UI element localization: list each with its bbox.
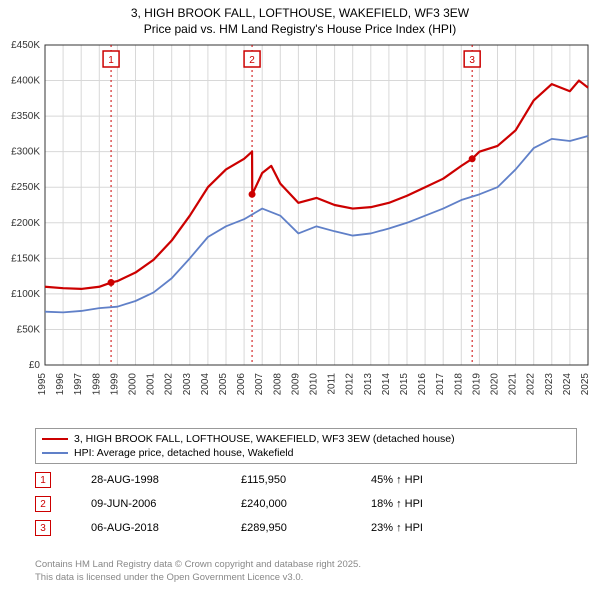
svg-text:2010: 2010 xyxy=(309,373,320,396)
sales-row-3: 3 06-AUG-2018 £289,950 23% ↑ HPI xyxy=(35,516,577,540)
svg-text:2008: 2008 xyxy=(272,373,283,396)
svg-text:2: 2 xyxy=(249,55,255,66)
svg-text:2024: 2024 xyxy=(562,373,573,396)
legend-swatch-red xyxy=(42,438,68,440)
svg-text:2004: 2004 xyxy=(200,373,211,396)
chart-container: { "title_line1": "3, HIGH BROOK FALL, LO… xyxy=(0,0,600,590)
svg-text:2000: 2000 xyxy=(128,373,139,396)
svg-text:2023: 2023 xyxy=(544,373,555,396)
marker-3-icon: 3 xyxy=(35,520,51,536)
sales-table: 1 28-AUG-1998 £115,950 45% ↑ HPI 2 09-JU… xyxy=(35,468,577,540)
svg-text:£0: £0 xyxy=(29,360,41,371)
svg-text:£50K: £50K xyxy=(17,324,41,335)
sale-1-hpi: 45% ↑ HPI xyxy=(371,474,423,486)
svg-text:2021: 2021 xyxy=(508,373,519,396)
sale-2-date: 09-JUN-2006 xyxy=(91,498,201,510)
sales-row-1: 1 28-AUG-1998 £115,950 45% ↑ HPI xyxy=(35,468,577,492)
svg-text:£250K: £250K xyxy=(11,182,40,193)
chart-title: 3, HIGH BROOK FALL, LOFTHOUSE, WAKEFIELD… xyxy=(0,0,600,37)
svg-text:2011: 2011 xyxy=(327,373,338,395)
svg-text:2019: 2019 xyxy=(471,373,482,396)
svg-text:1997: 1997 xyxy=(73,373,84,396)
svg-text:3: 3 xyxy=(469,55,475,66)
svg-text:2014: 2014 xyxy=(381,373,392,396)
sale-3-price: £289,950 xyxy=(241,522,331,534)
svg-text:2001: 2001 xyxy=(146,373,157,396)
svg-text:2009: 2009 xyxy=(290,373,301,396)
svg-text:£200K: £200K xyxy=(11,218,40,229)
svg-text:£350K: £350K xyxy=(11,111,40,122)
svg-text:£300K: £300K xyxy=(11,147,40,158)
sale-3-date: 06-AUG-2018 xyxy=(91,522,201,534)
chart-svg: £0 £50K £100K £150K £200K £250K £300K £350K £400… xyxy=(0,40,600,420)
svg-text:2016: 2016 xyxy=(417,373,428,396)
title-line-1: 3, HIGH BROOK FALL, LOFTHOUSE, WAKEFIELD… xyxy=(0,6,600,22)
svg-text:£450K: £450K xyxy=(11,40,40,51)
legend-label-2: HPI: Average price, detached house, Wake… xyxy=(74,447,293,459)
svg-text:£100K: £100K xyxy=(11,289,40,300)
sale-3-hpi: 23% ↑ HPI xyxy=(371,522,423,534)
svg-text:2012: 2012 xyxy=(345,373,356,396)
svg-text:2022: 2022 xyxy=(526,373,537,396)
footer-line-2: This data is licensed under the Open Gov… xyxy=(35,572,361,584)
sale-2-price: £240,000 xyxy=(241,498,331,510)
svg-text:2013: 2013 xyxy=(363,373,374,396)
svg-text:£400K: £400K xyxy=(11,76,40,87)
legend-swatch-blue xyxy=(42,452,68,454)
svg-text:2005: 2005 xyxy=(218,373,229,396)
svg-text:2020: 2020 xyxy=(490,373,501,396)
svg-text:£150K: £150K xyxy=(11,253,40,264)
svg-text:1: 1 xyxy=(108,55,114,66)
title-line-2: Price paid vs. HM Land Registry's House … xyxy=(0,22,600,38)
sale-1-date: 28-AUG-1998 xyxy=(91,474,201,486)
footer-attribution: Contains HM Land Registry data © Crown c… xyxy=(35,559,361,584)
svg-text:2015: 2015 xyxy=(399,373,410,396)
marker-2-icon: 2 xyxy=(35,496,51,512)
sale-2-hpi: 18% ↑ HPI xyxy=(371,498,423,510)
sale-1-price: £115,950 xyxy=(241,474,331,486)
svg-text:2025: 2025 xyxy=(580,373,591,396)
chart-plot-area: £0 £50K £100K £150K £200K £250K £300K £350K £400… xyxy=(0,40,600,420)
svg-text:2017: 2017 xyxy=(435,373,446,396)
marker-1-icon: 1 xyxy=(35,472,51,488)
legend: 3, HIGH BROOK FALL, LOFTHOUSE, WAKEFIELD… xyxy=(35,428,577,464)
svg-text:2006: 2006 xyxy=(236,373,247,396)
legend-row-1: 3, HIGH BROOK FALL, LOFTHOUSE, WAKEFIELD… xyxy=(42,432,570,446)
svg-text:1996: 1996 xyxy=(55,373,66,396)
sales-row-2: 2 09-JUN-2006 £240,000 18% ↑ HPI xyxy=(35,492,577,516)
svg-text:2007: 2007 xyxy=(254,373,265,396)
svg-text:2002: 2002 xyxy=(164,373,175,396)
svg-text:2018: 2018 xyxy=(453,373,464,396)
svg-text:1999: 1999 xyxy=(109,373,120,396)
svg-text:1995: 1995 xyxy=(37,373,48,396)
svg-text:1998: 1998 xyxy=(91,373,102,396)
footer-line-1: Contains HM Land Registry data © Crown c… xyxy=(35,559,361,571)
legend-label-1: 3, HIGH BROOK FALL, LOFTHOUSE, WAKEFIELD… xyxy=(74,433,455,445)
svg-text:2003: 2003 xyxy=(182,373,193,396)
legend-row-2: HPI: Average price, detached house, Wake… xyxy=(42,446,570,460)
